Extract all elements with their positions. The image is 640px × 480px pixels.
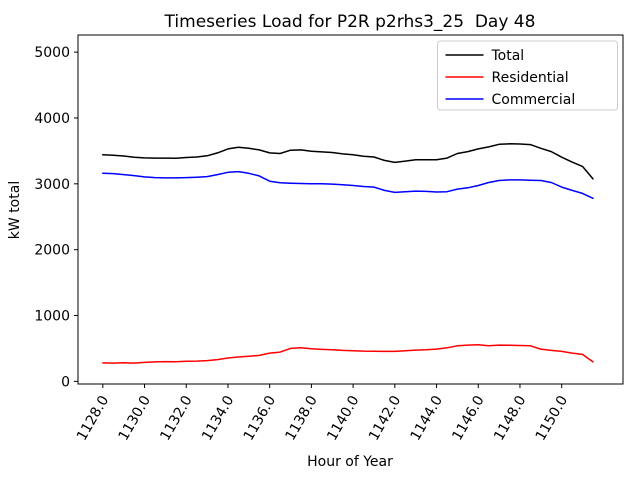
x-tick-label: 1136.0	[241, 393, 279, 443]
x-tick-label: 1140.0	[324, 393, 362, 443]
x-tick-label: 1128.0	[74, 393, 112, 443]
legend-label: Total	[491, 48, 525, 64]
y-tick-label: 3000	[34, 177, 70, 193]
x-axis-label: Hour of Year	[307, 454, 393, 470]
x-tick-label: 1142.0	[366, 393, 404, 443]
y-tick-label: 4000	[34, 111, 70, 127]
legend-label: Residential	[492, 70, 569, 86]
y-tick-label: 5000	[34, 45, 70, 61]
x-tick-label: 1132.0	[157, 393, 195, 443]
y-tick-label: 1000	[34, 309, 70, 325]
x-tick-label: 1144.0	[408, 393, 446, 443]
x-tick-label: 1134.0	[199, 393, 237, 443]
y-axis-label: kW total	[7, 181, 23, 239]
x-tick-label: 1130.0	[116, 393, 154, 443]
legend-label: Commercial	[492, 92, 576, 108]
y-tick-label: 0	[61, 374, 70, 390]
plot-frame	[77, 34, 624, 385]
x-tick-label: 1138.0	[283, 393, 321, 443]
series-line-total	[102, 143, 594, 180]
legend: Total Residential Commercial	[437, 40, 618, 111]
x-tick-label: 1146.0	[449, 393, 487, 443]
series-line-residential	[102, 344, 594, 364]
x-tick-label: 1148.0	[491, 393, 529, 443]
y-tick-label: 2000	[34, 243, 70, 259]
chart-title: Timeseries Load for P2R p2rhs3_25 Day 48	[164, 12, 536, 32]
legend-box	[437, 40, 618, 111]
series-line-commercial	[102, 170, 594, 200]
x-tick-label: 1150.0	[533, 393, 571, 443]
